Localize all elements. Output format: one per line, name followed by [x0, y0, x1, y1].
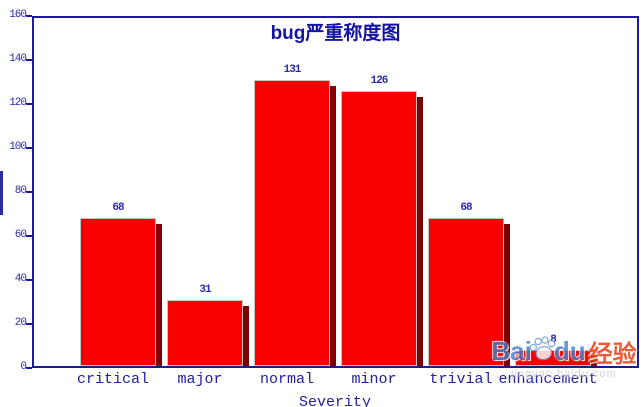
bar-critical	[80, 218, 156, 366]
x-category-label: normal	[259, 371, 314, 388]
bar-minor	[341, 90, 417, 366]
bar-normal	[254, 79, 330, 366]
y-tick-label: 40	[14, 273, 27, 285]
bar-shadow	[504, 224, 510, 366]
bar-value-label: 68	[112, 202, 124, 215]
bar-shadow	[243, 305, 249, 366]
bar-shadow	[417, 96, 423, 366]
bar-value-label: 126	[370, 74, 389, 87]
y-tick-mark	[26, 235, 32, 237]
chart-title: bug严重称度图	[270, 23, 401, 44]
y-tick-mark	[26, 103, 32, 105]
x-category-label: critical	[76, 371, 149, 388]
watermark-brand-prefix: Bai	[491, 335, 532, 366]
y-tick-mark	[26, 191, 32, 193]
x-category-label: enhancement	[498, 371, 598, 388]
watermark-logo: Bai du 经验	[486, 333, 642, 369]
x-axis-title: Severity	[298, 394, 371, 407]
y-tick-label: 100	[9, 141, 27, 153]
bar-shadow	[330, 85, 336, 366]
y-tick-mark	[26, 279, 32, 281]
y-tick-mark	[26, 147, 32, 149]
y-tick-label: 0	[20, 361, 27, 373]
bar-trivial	[428, 218, 504, 366]
y-tick-label: 120	[9, 97, 27, 109]
plot-area	[32, 16, 639, 368]
watermark-site-url: jingyan.baidu.com	[511, 368, 617, 380]
paw-icon	[526, 333, 560, 369]
y-tick-label: 20	[14, 317, 27, 329]
bar-shadow	[156, 224, 162, 366]
bar-major	[167, 299, 243, 366]
watermark-brand-cn: 经验	[588, 340, 637, 368]
bar-enhancement	[515, 350, 591, 366]
y-tick-mark	[26, 367, 32, 369]
y-tick-mark	[26, 59, 32, 61]
baidu-jingyan-watermark: Bai du 经验 jingyan.baidu.com	[486, 333, 642, 381]
y-tick-mark	[26, 323, 32, 325]
y-axis-title-fragment	[0, 171, 3, 215]
x-category-label: trivial	[429, 371, 493, 388]
bar-value-label: 68	[460, 202, 472, 215]
y-tick-label: 140	[9, 53, 27, 65]
y-tick-label: 60	[14, 229, 27, 241]
y-tick-label: 160	[9, 9, 27, 21]
bar-value-label: 8	[523, 334, 583, 346]
bar-value-label: 131	[283, 63, 302, 76]
x-category-label: minor	[351, 371, 397, 388]
bar-value-label: 31	[199, 283, 211, 296]
watermark-brand-suffix: du	[553, 335, 586, 366]
bar-shadow	[591, 356, 597, 366]
x-category-label: major	[177, 371, 223, 388]
y-tick-mark	[26, 15, 32, 17]
y-tick-label: 80	[14, 185, 27, 197]
